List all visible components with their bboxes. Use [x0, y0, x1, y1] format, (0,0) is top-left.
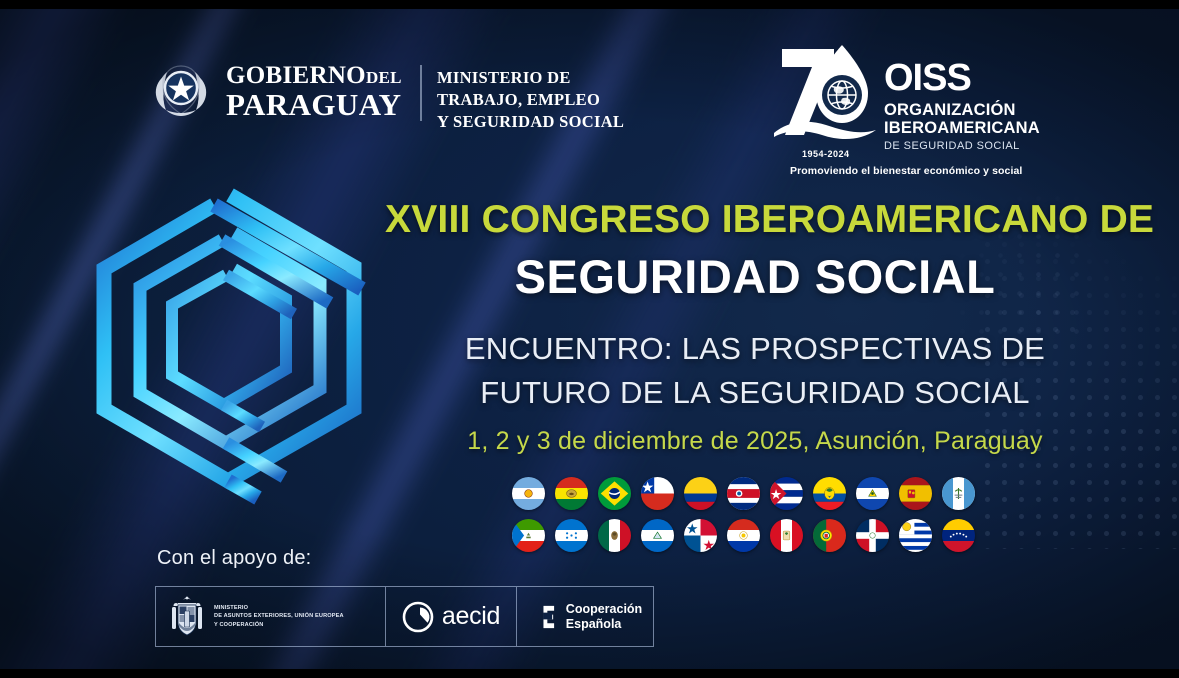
flag-argentina [512, 477, 545, 510]
ministry-name: MINISTERIO DE TRABAJO, EMPLEO Y SEGURIDA… [437, 67, 624, 132]
sponsor-ministerio-asuntos-exteriores: MINISTERIO DE ASUNTOS EXTERIORES, UNIÓN … [156, 587, 385, 646]
congress-subtitle-line-2: FUTURO DE LA SEGURIDAD SOCIAL [480, 375, 1030, 410]
ministry-line-2: TRABAJO, EMPLEO [437, 89, 601, 109]
congress-banner-stage: GOBIERNODEL PARAGUAY MINISTERIO DE TRABA… [0, 9, 1179, 669]
oiss-wordmark: OISS ORGANIZACIÓN IBEROAMERICANA DE SEGU… [884, 57, 1040, 153]
flag-bolivia [555, 477, 588, 510]
flag-row-2 [512, 519, 992, 552]
flag-venezuela [942, 519, 975, 552]
oiss-acronym: OISS [884, 57, 972, 99]
flag-cuba [770, 477, 803, 510]
gov-word-paraguay: PARAGUAY [226, 86, 402, 122]
congress-title-line-1: XVIII CONGRESO IBEROAMERICANO DE [385, 198, 1155, 241]
paraguay-coat-of-arms-icon [150, 61, 212, 123]
flag-chile [641, 477, 674, 510]
flag-colombia [684, 477, 717, 510]
flag-peru [770, 519, 803, 552]
sponsor-logos-box: MINISTERIO DE ASUNTOS EXTERIORES, UNIÓN … [155, 586, 654, 647]
aecid-wordmark: aecid [441, 602, 501, 630]
flag-portugal [813, 519, 846, 552]
background-dot-grid-secondary [953, 189, 1083, 339]
cooperacion-espanola-wordmark: Cooperación Española [566, 602, 642, 632]
congress-date-location: 1, 2 y 3 de diciembre de 2025, Asunción,… [467, 427, 1043, 455]
congress-subtitle-line-1: ENCUENTRO: LAS PROSPECTIVAS DE [464, 331, 1046, 366]
flag-nicaragua [641, 519, 674, 552]
ministry-line-3: Y SEGURIDAD SOCIAL [437, 111, 625, 131]
header-divider [420, 65, 422, 121]
sponsor-cooperacion-espanola: Cooperación Española [516, 587, 653, 646]
oiss-name-line-1: ORGANIZACIÓN [884, 100, 1016, 119]
flag-guinea-ecuatorial [512, 519, 545, 552]
congress-hexagon-logo-icon [62, 177, 392, 515]
letterbox-bar-top [0, 0, 1179, 9]
aecid-logo-icon [402, 601, 434, 633]
flag-panama [684, 519, 717, 552]
letterbox-bar-bottom [0, 669, 1179, 678]
cooperacion-espanola-logo-icon [528, 602, 557, 631]
flag-paraguay [727, 519, 760, 552]
gov-word-gobierno: GOBIERNO [226, 62, 366, 90]
flag-uruguay [899, 519, 932, 552]
flag-guatemala [942, 477, 975, 510]
sponsor-ministerio-line-1: MINISTERIO [214, 605, 249, 612]
flag-republica-dominicana [856, 519, 889, 552]
flag-mexico [598, 519, 631, 552]
background-dot-grid [979, 219, 1179, 549]
oiss-name-line-2: IBEROAMERICANA [884, 119, 1040, 138]
spain-coat-of-arms-icon [169, 595, 205, 639]
flag-honduras [555, 519, 588, 552]
flag-costa-rica [727, 477, 760, 510]
flag-ecuador [813, 477, 846, 510]
flag-espana [899, 477, 932, 510]
oiss-name-line-3: DE SEGURIDAD SOCIAL [884, 139, 1020, 152]
gov-word-del: DEL [365, 68, 402, 88]
ministry-line-1: MINISTERIO DE [437, 68, 571, 87]
coop-line-2: Española [565, 616, 622, 631]
gobierno-paraguay-wordmark: GOBIERNODEL PARAGUAY [226, 63, 402, 120]
coop-line-1: Cooperación [565, 601, 643, 616]
flag-el-salvador [856, 477, 889, 510]
oiss-anniversary-years: 1954-2024 [802, 149, 850, 159]
support-label: Con el apoyo de: [157, 547, 312, 569]
member-country-flags [512, 477, 992, 561]
flag-brasil [598, 477, 631, 510]
oiss-70-anniversary-icon [772, 37, 888, 147]
flag-row-1 [512, 477, 992, 510]
sponsor-aecid: aecid [385, 587, 516, 646]
oiss-tagline: Promoviendo el bienestar económico y soc… [790, 165, 1023, 177]
oiss-logo: OISS ORGANIZACIÓN IBEROAMERICANA DE SEGU… [772, 37, 1040, 177]
sponsor-ministerio-line-2: DE ASUNTOS EXTERIORES, UNIÓN EUROPEA [214, 613, 344, 620]
sponsor-ministerio-line-3: Y COOPERACIÓN [214, 621, 264, 628]
gobierno-paraguay-logo: GOBIERNODEL PARAGUAY [150, 61, 402, 123]
sponsor-ministerio-text: MINISTERIO DE ASUNTOS EXTERIORES, UNIÓN … [214, 604, 344, 628]
congress-title-line-2: SEGURIDAD SOCIAL [514, 250, 996, 303]
